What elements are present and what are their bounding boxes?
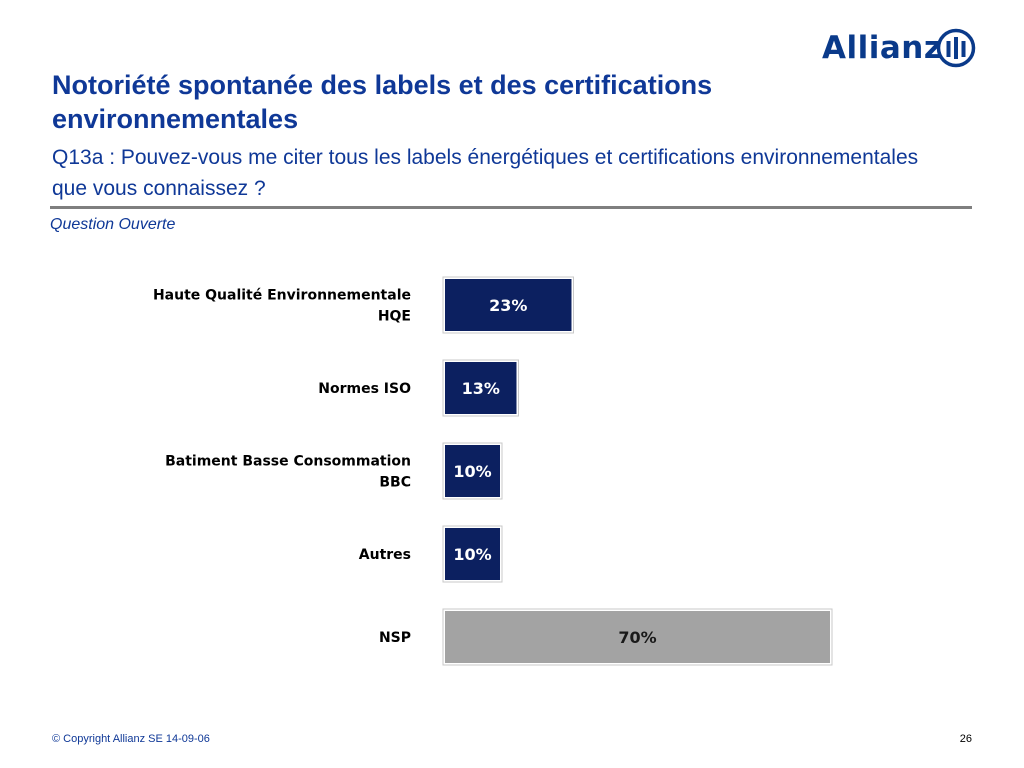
bar-2 [445, 362, 517, 414]
category-label-3-line-1: Batiment Basse Consommation [165, 454, 411, 470]
bar-value-label-1: 23% [489, 296, 527, 315]
bar-value-label-4: 10% [453, 545, 491, 564]
bar-4 [445, 528, 500, 580]
bar-5 [445, 611, 830, 663]
bar-1 [445, 279, 572, 331]
category-label-2: Normes ISO [318, 381, 411, 397]
category-label-4: Autres [359, 547, 411, 563]
category-label-3-line-2: BBC [379, 475, 411, 491]
allianz-logo: Allianz [822, 28, 978, 72]
page-title: Notoriété spontanée des labels et des ce… [52, 70, 713, 134]
category-label-1-line-1: Haute Qualité Environnementale [153, 288, 411, 304]
question-subtitle: Q13a : Pouvez-vous me citer tous les lab… [52, 146, 919, 200]
bar-value-label-3: 10% [453, 462, 491, 481]
bar-value-label-5: 70% [618, 628, 656, 647]
question-type-note: Question Ouverte [50, 216, 176, 233]
logo-wordmark: Allianz [822, 30, 943, 66]
header-divider [50, 206, 972, 209]
bar-3 [445, 445, 500, 497]
category-label-1-line-2: HQE [378, 309, 411, 325]
page-number: 26 [959, 733, 972, 745]
copyright-footer: © Copyright Allianz SE 14-09-06 [52, 733, 210, 745]
allianz-emblem-icon [936, 28, 976, 68]
category-label-5: NSP [379, 630, 411, 646]
bar-value-label-2: 13% [462, 379, 500, 398]
